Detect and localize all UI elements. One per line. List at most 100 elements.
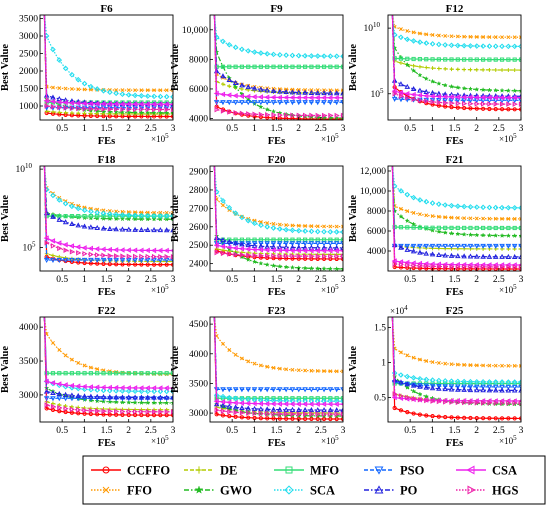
x-multiplier: ×105 bbox=[321, 283, 339, 295]
x-tick-label: 3 bbox=[171, 426, 176, 436]
x-axis-label: FEs bbox=[268, 136, 286, 147]
x-multiplier: ×105 bbox=[321, 132, 339, 144]
series-de-line bbox=[43, 166, 173, 263]
series-ffo-markers bbox=[44, 331, 173, 377]
x-tick-label: 0.5 bbox=[226, 426, 238, 436]
legend-entry-csa: CSA bbox=[456, 464, 517, 478]
x-tick-label: 0.5 bbox=[56, 275, 68, 285]
panel-title: F6 bbox=[100, 3, 113, 15]
x-axis-label: FEs bbox=[446, 287, 464, 298]
series-gwo-markers bbox=[213, 233, 343, 271]
y-tick-label: 2000 bbox=[19, 67, 38, 77]
y-tick-label: 8000 bbox=[189, 55, 208, 65]
y-tick-label: 1000 bbox=[19, 102, 38, 112]
y-tick-label: 4000 bbox=[189, 350, 208, 360]
panel-f18: F18 0.5 1 1.5 2 2.5 3 FEs ×105 105 1010 Best Value bbox=[0, 154, 176, 298]
x-tick-label: 1 bbox=[252, 124, 257, 134]
y-tick-label: 6000 bbox=[367, 227, 386, 237]
panel-f9: F9 0.5 1 1.5 2 2.5 3 FEs ×105 4000 6000 8000 10,000B… bbox=[170, 3, 346, 147]
panel-title: F12 bbox=[446, 3, 464, 15]
legend: CCFFO FFO DE GWO MFO SCA PSO PO CSA HGS bbox=[82, 455, 546, 505]
series-de-line bbox=[43, 15, 173, 115]
y-tick-label: 8000 bbox=[367, 207, 386, 217]
y-tick-label: 3500 bbox=[19, 15, 38, 25]
series-mfo-line bbox=[43, 317, 173, 374]
y-axis-label: Best Value bbox=[0, 195, 11, 242]
x-tick-label: 1.5 bbox=[449, 275, 461, 285]
x-tick-label: 3 bbox=[341, 426, 346, 436]
series-ffo-markers bbox=[44, 185, 173, 215]
series-sca-line bbox=[43, 317, 173, 393]
legend-entry-sca: SCA bbox=[274, 484, 335, 498]
x-tick-label: 2 bbox=[126, 426, 131, 436]
series-csa-markers bbox=[213, 398, 343, 407]
x-multiplier: ×105 bbox=[151, 283, 169, 295]
x-tick-label: 2 bbox=[474, 426, 479, 436]
y-tick-label: 3500 bbox=[189, 379, 208, 389]
x-tick-label: 1 bbox=[82, 124, 87, 134]
series-ffo-line bbox=[391, 15, 521, 38]
legend-entry-po: PO bbox=[364, 484, 418, 498]
x-tick-label: 2.5 bbox=[315, 426, 327, 436]
x-tick-label: 2.5 bbox=[493, 426, 505, 436]
panel-f21: F21 0.5 1 1.5 2 2.5 3 FEs ×105 4000 6000 8000 10,000… bbox=[348, 154, 524, 298]
panel-title: F22 bbox=[98, 305, 116, 317]
series-ccffo-markers bbox=[214, 412, 343, 422]
x-tick-label: 2.5 bbox=[145, 426, 157, 436]
x-tick-label: 1 bbox=[430, 426, 435, 436]
series-sca-markers bbox=[391, 31, 521, 50]
y-tick-label: 4000 bbox=[19, 323, 38, 333]
series-hgs-markers bbox=[214, 407, 343, 418]
x-tick-label: 3 bbox=[519, 426, 524, 436]
x-tick-label: 2 bbox=[296, 124, 301, 134]
x-axis-label: FEs bbox=[98, 438, 116, 449]
y-axis-label: Best Value bbox=[0, 346, 11, 393]
y-tick-label: 10,000 bbox=[182, 26, 208, 36]
x-tick-label: 1.5 bbox=[271, 426, 283, 436]
series-hgs-markers bbox=[392, 90, 521, 107]
x-axis-label: FEs bbox=[268, 287, 286, 298]
x-tick-label: 1.5 bbox=[101, 124, 113, 134]
series-ffo-line bbox=[43, 317, 173, 375]
y-axis-label: Best Value bbox=[170, 44, 181, 91]
y-tick-label: 1500 bbox=[19, 85, 38, 95]
series-gwo-markers bbox=[391, 44, 521, 94]
x-tick-label: 2.5 bbox=[145, 275, 157, 285]
legend-entry-gwo: GWO bbox=[184, 484, 252, 498]
y-tick-label: 2900 bbox=[189, 168, 208, 178]
legend-label: GWO bbox=[220, 484, 252, 498]
panel-title: F18 bbox=[98, 154, 116, 166]
y-axis-label: Best Value bbox=[170, 195, 181, 242]
series-csa-line bbox=[391, 15, 521, 99]
series-ffo-line bbox=[213, 317, 343, 372]
y-tick-label: 2400 bbox=[189, 260, 208, 270]
series-pso-line bbox=[43, 166, 173, 261]
legend-label: PO bbox=[400, 484, 418, 498]
x-tick-label: 1.5 bbox=[271, 275, 283, 285]
x-tick-label: 0.5 bbox=[404, 124, 416, 134]
legend-entry-mfo: MFO bbox=[274, 464, 339, 478]
x-multiplier: ×105 bbox=[499, 283, 517, 295]
series-pso-line bbox=[391, 317, 521, 388]
legend-entry-ccffo: CCFFO bbox=[91, 464, 170, 478]
series-sca-line bbox=[213, 15, 343, 57]
panel-title: F23 bbox=[268, 305, 286, 317]
legend-entry-de: DE bbox=[184, 464, 237, 478]
x-axis-label: FEs bbox=[446, 136, 464, 147]
legend-label: MFO bbox=[310, 464, 339, 478]
plot-frame bbox=[39, 316, 174, 423]
series-po-markers bbox=[43, 388, 173, 400]
panel-f22: F22 0.5 1 1.5 2 2.5 3 FEs ×105 3000 3500 4000 Best V… bbox=[0, 305, 176, 449]
y-tick-label: 3500 bbox=[19, 357, 38, 367]
x-tick-label: 2 bbox=[296, 426, 301, 436]
x-tick-label: 2 bbox=[474, 124, 479, 134]
x-multiplier: ×105 bbox=[499, 434, 517, 446]
series-de-markers bbox=[392, 59, 521, 72]
y-tick-label: 105 bbox=[23, 240, 37, 253]
series-pso-markers bbox=[213, 387, 343, 393]
panel-title: F25 bbox=[446, 305, 464, 317]
series-hgs-markers bbox=[392, 261, 521, 270]
x-tick-label: 2.5 bbox=[315, 275, 327, 285]
y-tick-label: 3000 bbox=[189, 409, 208, 419]
series-hgs-markers bbox=[44, 402, 173, 415]
